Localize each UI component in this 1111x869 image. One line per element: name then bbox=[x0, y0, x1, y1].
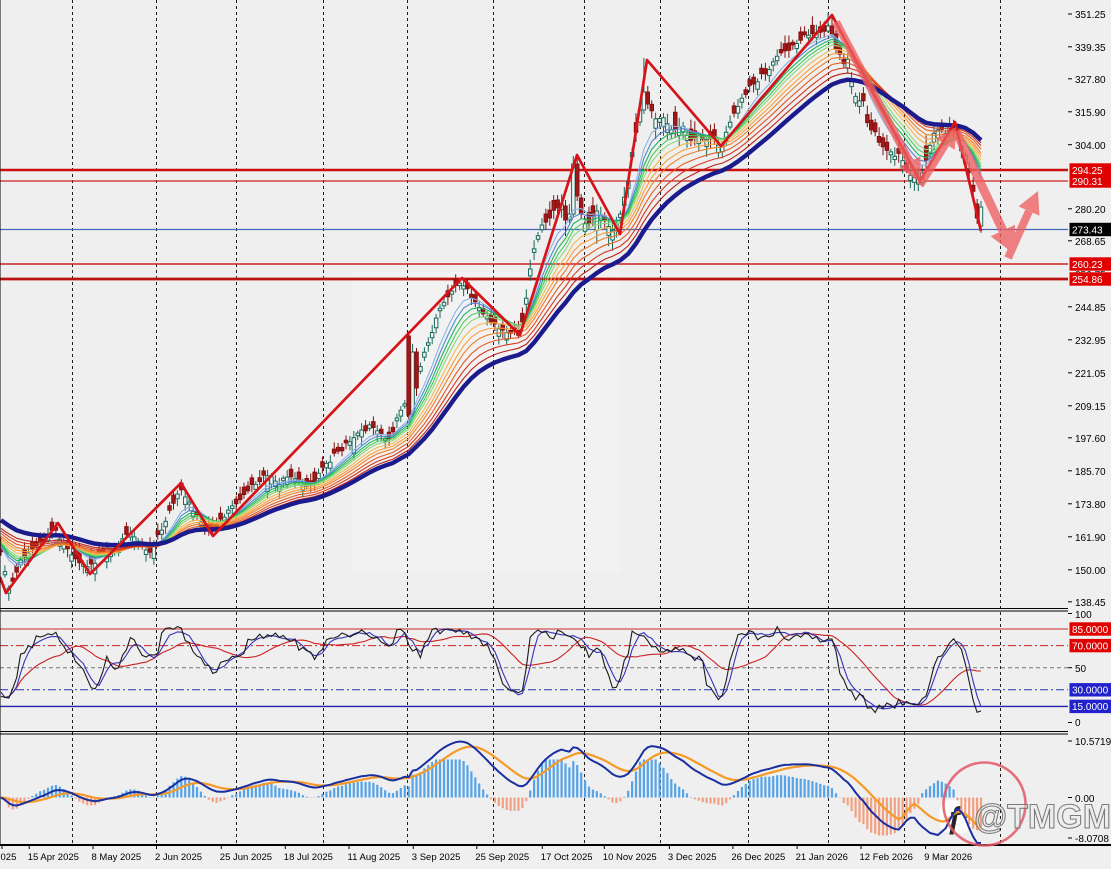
svg-text:100: 100 bbox=[1075, 610, 1092, 621]
svg-text:17 Oct 2025: 17 Oct 2025 bbox=[541, 852, 593, 863]
svg-text:138.45: 138.45 bbox=[1075, 598, 1106, 609]
svg-text:10 Nov 2025: 10 Nov 2025 bbox=[603, 852, 657, 863]
svg-text:0: 0 bbox=[1075, 718, 1081, 729]
svg-text:85.0000: 85.0000 bbox=[1072, 625, 1109, 636]
svg-text:9 Mar 2026: 9 Mar 2026 bbox=[924, 852, 972, 863]
svg-text:290.31: 290.31 bbox=[1072, 177, 1103, 188]
svg-text:254.86: 254.86 bbox=[1072, 275, 1103, 286]
svg-text:339.35: 339.35 bbox=[1075, 43, 1106, 54]
svg-text:@TMGM: @TMGM bbox=[974, 798, 1111, 836]
svg-text:221.05: 221.05 bbox=[1075, 369, 1106, 380]
svg-text:315.90: 315.90 bbox=[1075, 108, 1106, 119]
svg-text:304.00: 304.00 bbox=[1075, 141, 1106, 152]
svg-text:161.90: 161.90 bbox=[1075, 533, 1106, 544]
svg-text:15 Apr 2025: 15 Apr 2025 bbox=[28, 852, 79, 863]
svg-text:2 Jun 2025: 2 Jun 2025 bbox=[155, 852, 202, 863]
svg-text:21 Jan 2026: 21 Jan 2026 bbox=[796, 852, 848, 863]
svg-text:18 Jul 2025: 18 Jul 2025 bbox=[284, 852, 333, 863]
svg-text:8 May 2025: 8 May 2025 bbox=[92, 852, 142, 863]
svg-text:30.0000: 30.0000 bbox=[1072, 686, 1109, 697]
svg-text:50: 50 bbox=[1075, 664, 1087, 675]
svg-text:25 Jun 2025: 25 Jun 2025 bbox=[220, 852, 272, 863]
svg-text:150.00: 150.00 bbox=[1075, 566, 1106, 577]
svg-text:025: 025 bbox=[1, 852, 17, 863]
svg-text:327.80: 327.80 bbox=[1075, 75, 1106, 86]
svg-text:173.80: 173.80 bbox=[1075, 500, 1106, 511]
svg-text:70.0000: 70.0000 bbox=[1072, 641, 1109, 652]
svg-text:25 Sep 2025: 25 Sep 2025 bbox=[475, 852, 529, 863]
svg-text:232.95: 232.95 bbox=[1075, 336, 1106, 347]
svg-text:197.60: 197.60 bbox=[1075, 434, 1106, 445]
svg-text:260.23: 260.23 bbox=[1072, 260, 1103, 271]
svg-text:10.5719: 10.5719 bbox=[1075, 737, 1111, 748]
svg-text:209.15: 209.15 bbox=[1075, 402, 1106, 413]
svg-text:3 Sep 2025: 3 Sep 2025 bbox=[412, 852, 461, 863]
svg-text:268.65: 268.65 bbox=[1075, 237, 1106, 248]
svg-text:15.0000: 15.0000 bbox=[1072, 702, 1109, 713]
svg-text:244.85: 244.85 bbox=[1075, 303, 1106, 314]
svg-text:11 Aug 2025: 11 Aug 2025 bbox=[348, 852, 401, 863]
svg-text:3 Dec 2025: 3 Dec 2025 bbox=[668, 852, 717, 863]
svg-text:273.43: 273.43 bbox=[1072, 225, 1103, 236]
svg-text:185.70: 185.70 bbox=[1075, 467, 1106, 478]
svg-text:280.20: 280.20 bbox=[1075, 205, 1106, 216]
svg-text:26 Dec 2025: 26 Dec 2025 bbox=[731, 852, 785, 863]
svg-text:12 Feb 2026: 12 Feb 2026 bbox=[860, 852, 913, 863]
svg-text:351.25: 351.25 bbox=[1075, 10, 1106, 21]
